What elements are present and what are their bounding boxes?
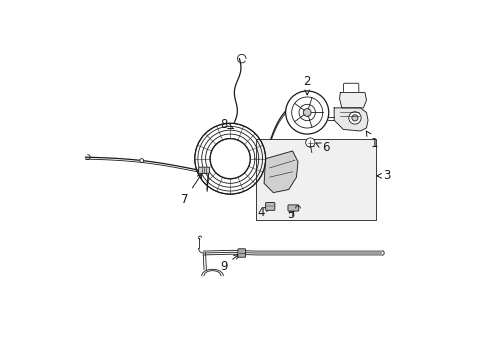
Circle shape <box>305 138 314 147</box>
Polygon shape <box>333 108 367 131</box>
Circle shape <box>291 97 322 128</box>
Text: 1: 1 <box>366 131 377 150</box>
Circle shape <box>298 104 315 121</box>
Circle shape <box>140 159 143 162</box>
Text: 2: 2 <box>303 75 310 95</box>
FancyBboxPatch shape <box>198 167 209 173</box>
FancyBboxPatch shape <box>287 205 298 211</box>
FancyBboxPatch shape <box>265 203 274 210</box>
Circle shape <box>351 115 357 121</box>
Polygon shape <box>264 151 297 193</box>
Circle shape <box>348 112 360 124</box>
Text: 6: 6 <box>315 141 329 154</box>
Circle shape <box>303 109 310 116</box>
Bar <box>256 139 375 220</box>
Text: 8: 8 <box>220 118 233 131</box>
Text: 5: 5 <box>287 208 294 221</box>
FancyBboxPatch shape <box>343 83 358 94</box>
FancyBboxPatch shape <box>238 249 245 257</box>
Text: 9: 9 <box>220 254 238 273</box>
Circle shape <box>210 139 250 179</box>
Text: 7: 7 <box>181 174 202 206</box>
Text: 4: 4 <box>257 206 269 219</box>
Text: 3: 3 <box>376 169 390 182</box>
Circle shape <box>285 91 328 134</box>
Polygon shape <box>339 93 366 108</box>
